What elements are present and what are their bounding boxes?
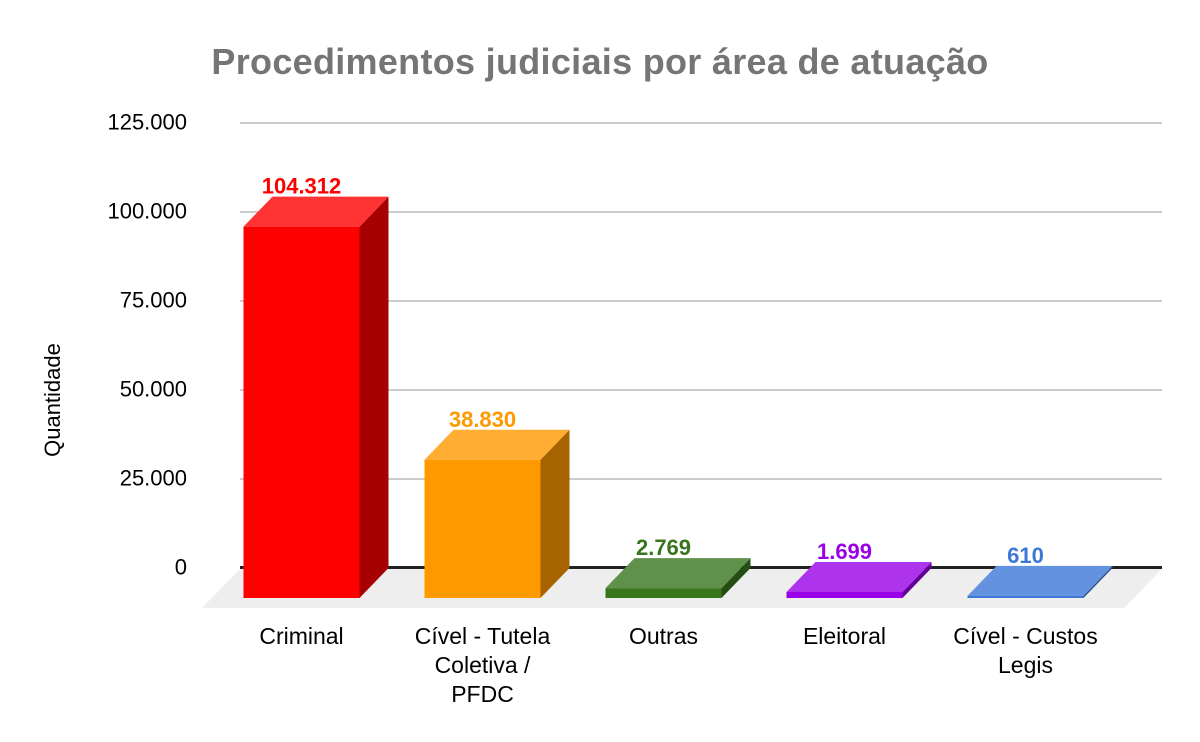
bar-side-face[interactable] — [721, 558, 751, 598]
y-tick-label: 75.000 — [119, 287, 187, 313]
bar-top-face[interactable] — [243, 196, 389, 227]
bar-column[interactable] — [967, 595, 1084, 598]
bar-value-label: 1.699 — [817, 539, 872, 564]
bar-column[interactable] — [605, 588, 722, 598]
y-tick-label: 50.000 — [119, 376, 187, 402]
y-tick-label: 0 — [174, 554, 187, 580]
bar-value-label: 610 — [1007, 543, 1044, 568]
bar-top-face[interactable] — [605, 558, 751, 589]
bar-value-label: 104.312 — [262, 174, 342, 199]
y-tick-label: 125.000 — [107, 109, 187, 135]
y-tick-label: 25.000 — [119, 465, 187, 491]
bar-top-face[interactable] — [967, 565, 1113, 596]
bar-value-label: 38.830 — [449, 407, 516, 432]
chart-title: Procedimentos judiciais por área de atua… — [211, 41, 989, 82]
bar-top-face[interactable] — [786, 561, 932, 592]
bar-side-face[interactable] — [1083, 565, 1113, 598]
bar-top-face[interactable] — [424, 429, 570, 460]
x-category-label: Eleitoral — [802, 623, 887, 649]
bar-side-face[interactable] — [540, 429, 570, 598]
bar-value-label: 2.769 — [636, 535, 691, 560]
bar-column[interactable] — [243, 226, 360, 598]
x-category-label: Outras — [628, 623, 699, 649]
bar-side-face[interactable] — [902, 561, 932, 598]
x-category-label: Cível - Custos Legis — [953, 623, 1098, 678]
x-category-label: Cível - Tutela Coletiva / PFDC — [414, 623, 551, 707]
x-category-label: Criminal — [259, 623, 344, 649]
bar-side-face[interactable] — [359, 196, 389, 598]
y-tick-label: 100.000 — [107, 198, 187, 224]
bar-column[interactable] — [786, 591, 903, 598]
bar-column[interactable] — [424, 459, 541, 598]
